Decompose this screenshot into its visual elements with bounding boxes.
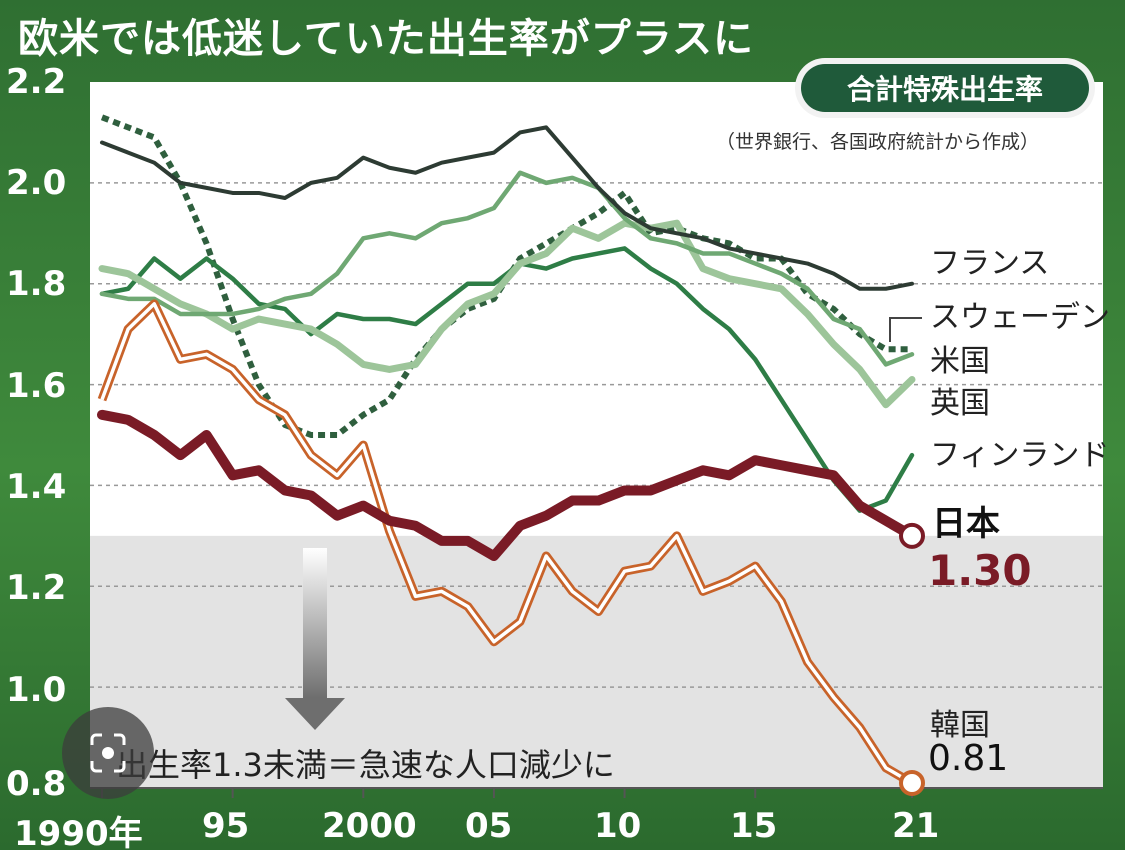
threshold-arrow-shaft [303,548,327,698]
series-label-japan: 日本 [932,504,1000,544]
chart-title: 欧米では低迷していた出生率がプラスに [18,16,754,62]
metric-badge-label: 合計特殊出生率 [801,64,1089,112]
x-tick-label: 2000 [322,806,417,846]
y-tick-label: 2.2 [6,62,67,102]
y-tick-label: 1.8 [6,264,67,304]
series-label-korea: 韓国 [930,708,990,743]
series-label-sweden: スウェーデン [930,300,1110,335]
y-tick-label: 1.6 [6,366,67,406]
x-tick-label: 21 [892,806,940,846]
x-tick-label: 10 [594,806,642,846]
korea-end-marker [899,769,925,796]
series-line-korea-inner [100,302,913,785]
threshold-arrow-head [285,698,345,730]
image-search-button[interactable] [62,707,154,799]
series-label-us: 米国 [930,344,990,379]
low-fertility-zone [90,535,1103,788]
y-tick-label: 1.2 [6,568,67,608]
y-tick-label: 1.0 [6,670,67,710]
series-line-france [100,125,914,291]
y-tick-label: 1.4 [6,467,67,507]
x-tick-label: 95 [202,806,250,846]
threshold-note: 出生率1.3未満＝急速な人口減少に [116,746,615,784]
series-line-us [99,170,915,367]
source-note: （世界銀行、各国政府統計から作成） [716,131,1040,153]
series-label-uk: 英国 [930,386,990,421]
series-line-uk [98,219,916,409]
image-search-icon [90,733,126,773]
y-tick-label: 2.0 [6,163,67,203]
x-tick-label: 1990年 [14,814,143,850]
korea-value-label: 0.81 [928,738,1009,779]
series-line-japan [97,409,917,562]
japan-end-marker [899,522,925,549]
x-tick-label: 05 [465,806,513,846]
label-leader-line [889,317,922,342]
japan-value-label: 1.30 [928,546,1032,595]
series-label-france: フランス [930,246,1050,281]
metric-badge: 合計特殊出生率 [795,58,1095,118]
x-tick-label: 15 [730,806,778,846]
y-tick-label: 0.8 [6,764,67,804]
series-label-finland: フィンランド [930,438,1110,473]
